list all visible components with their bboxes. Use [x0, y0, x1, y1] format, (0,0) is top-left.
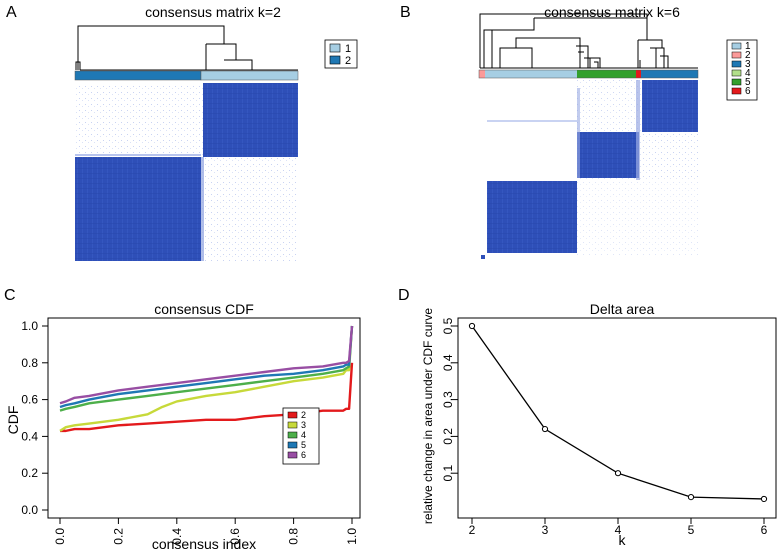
legend-b-label-5: 5 [745, 77, 751, 88]
cdf-series-line-6 [59, 325, 354, 405]
cluster-annotation-bar-a [74, 70, 299, 81]
legend-b-swatch-5 [731, 78, 742, 86]
panel-letter-c: C [4, 287, 16, 304]
legend-b-label-6: 6 [745, 86, 751, 97]
cdf-legend-swatch-4 [287, 431, 298, 439]
delta-xtick-label: 6 [761, 523, 768, 537]
delta-lines [468, 322, 768, 503]
cdf-xlabel: consensus index [152, 536, 256, 550]
cdf-ytick-label: 0.8 [21, 356, 38, 370]
delta-point-k5 [687, 494, 695, 501]
panel-b: B consensus matrix k=6 [400, 4, 758, 262]
delta-ytick-label: 0.2 [441, 428, 455, 445]
cdf-series-line-5 [59, 325, 354, 409]
delta-xtick-label: 4 [615, 523, 622, 537]
consensus-matrix-a [75, 83, 298, 261]
cdf-xtick-label: 0.6 [228, 528, 242, 545]
delta-ytick-label: 0.3 [441, 391, 455, 408]
delta-xlabel: k [619, 532, 627, 548]
panel-a: A consensus matrix k=2 1 2 [6, 4, 358, 261]
legend-a-label-1: 1 [345, 43, 351, 55]
delta-ytick-label: 0.1 [441, 465, 455, 482]
cluster-annotation-bar-b [478, 69, 699, 79]
legend-a-swatch-2 [329, 55, 341, 65]
cdf-xtick-label: 0.8 [287, 528, 301, 545]
panel-c: C consensus CDF 0.0 0.2 0.4 0.6 0.8 1.0 0.0 0.2… [4, 287, 361, 550]
panel-d: D Delta area 0.1 0.2 0.3 0.4 0.5 2 3 4 5 6 k rela… [398, 287, 777, 548]
cdf-title: consensus CDF [154, 301, 254, 317]
legend-b-swatch-2 [731, 51, 742, 59]
cdf-legend-label-4: 4 [301, 430, 306, 440]
delta-ylabel: relative change in area under CDF curve [421, 308, 435, 524]
cdf-legend-label-2: 2 [301, 410, 306, 420]
legend-b-swatch-3 [731, 60, 742, 68]
delta-xtick-label: 2 [469, 523, 476, 537]
cdf-ytick-label: 1.0 [21, 319, 38, 333]
cdf-series-line-3 [59, 325, 354, 432]
legend-a: 1 2 [324, 39, 358, 69]
panel-letter-d: D [398, 287, 410, 304]
legend-a-label-2: 2 [345, 55, 351, 67]
cdf-lines [59, 325, 354, 433]
cdf-series-line-4 [59, 325, 354, 412]
cdf-legend-label-3: 3 [301, 420, 306, 430]
cdf-legend-label-5: 5 [301, 440, 306, 450]
panel-letter-a: A [6, 4, 17, 21]
delta-axes: 0.1 0.2 0.3 0.4 0.5 2 3 4 5 6 [441, 317, 768, 537]
cdf-xtick-label: 0.2 [111, 528, 125, 545]
legend-b-label-1: 1 [745, 41, 751, 52]
delta-xtick-label: 3 [542, 523, 549, 537]
cdf-axes: 0.0 0.2 0.4 0.6 0.8 1.0 0.0 0.2 0.4 0.6 0.8 1.0 [21, 319, 359, 545]
cdf-legend-swatch-2 [287, 411, 298, 419]
panel-a-title: consensus matrix k=2 [145, 4, 281, 20]
cdf-legend-swatch-6 [287, 451, 298, 459]
legend-b-label-4: 4 [745, 68, 751, 79]
cdf-legend-swatch-5 [287, 441, 298, 449]
legend-b-swatch-1 [731, 42, 742, 50]
panel-letter-b: B [400, 4, 411, 21]
cdf-legend-swatch-3 [287, 421, 298, 429]
cdf-ytick-label: 0.4 [21, 429, 38, 443]
legend-b-label-3: 3 [745, 59, 751, 70]
delta-title: Delta area [590, 301, 655, 317]
panel-b-title: consensus matrix k=6 [544, 4, 680, 20]
legend-b: 1 2 3 4 5 6 [726, 39, 758, 101]
legend-b-label-2: 2 [745, 50, 751, 61]
cdf-ytick-label: 0.6 [21, 393, 38, 407]
cdf-ylabel: CDF [5, 406, 21, 435]
legend-b-swatch-6 [731, 87, 742, 95]
cdf-xtick-label: 1.0 [345, 528, 359, 545]
delta-point-k3 [541, 425, 549, 433]
cdf-series-line-2 [60, 362, 354, 433]
delta-point-k4 [614, 470, 622, 477]
cdf-legend-label-6: 6 [301, 450, 306, 460]
cdf-ytick-label: 0.0 [21, 503, 38, 517]
delta-ytick-label: 0.5 [441, 317, 455, 334]
cdf-xtick-label: 0.4 [170, 528, 184, 545]
delta-point-k6 [760, 495, 768, 503]
delta-point-k2 [468, 322, 476, 330]
consensus-matrix-b [479, 80, 698, 262]
legend-b-swatch-4 [731, 69, 742, 77]
delta-xtick-label: 5 [688, 523, 695, 537]
legend-a-swatch-1 [329, 43, 341, 53]
cdf-ytick-label: 0.2 [21, 466, 38, 480]
dendrogram-a [75, 25, 298, 71]
delta-ytick-label: 0.4 [441, 354, 455, 371]
cdf-plot-frame [47, 317, 361, 519]
delta-plot-frame [457, 317, 777, 519]
dendrogram-b [479, 13, 698, 69]
cdf-xtick-label: 0.0 [53, 528, 67, 545]
